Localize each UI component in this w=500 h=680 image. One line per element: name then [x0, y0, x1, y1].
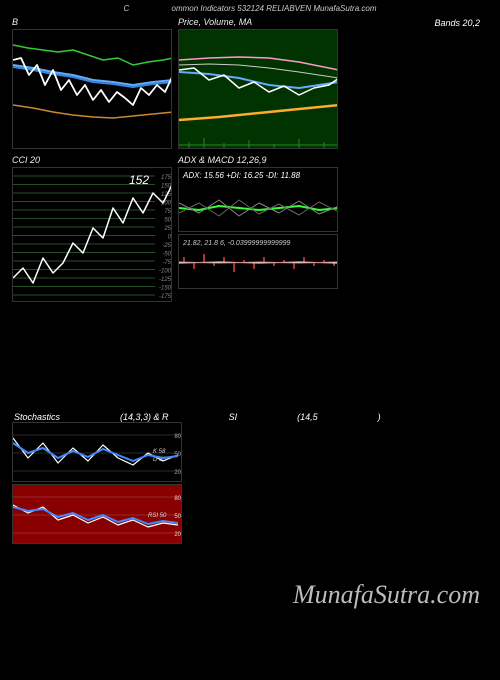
svg-text:80: 80 [174, 434, 181, 440]
ma-chart [178, 29, 338, 149]
svg-text:152: 152 [129, 173, 149, 187]
svg-text:ADX: 15.56 +DI: 16.25 -DI: 1: ADX: 15.56 +DI: 16.25 -DI: 11.88 [182, 171, 301, 180]
rsi-chart: 80 50 20 RSI 50 [12, 484, 182, 544]
stoch-header: Stochastics (14,3,3) & R SI (14,5 ) [0, 412, 500, 422]
cci-title: CCI 20 [12, 155, 172, 165]
bb-title: B [12, 17, 172, 27]
adx-macd-wrap: ADX & MACD 12,26,9 ADX: 15.56 +DI: 16.25… [178, 155, 338, 302]
svg-text:K 58: K 58 [153, 449, 166, 455]
bands-label: Bands 20,2 [434, 18, 480, 28]
svg-text:21.82, 21.8 6,: 21.82, 21.8 6, -0.03999999999999 [182, 240, 291, 247]
cci-panel-wrap: CCI 20 1751501251007550250-25-50-75-100-… [12, 155, 172, 302]
svg-text:0: 0 [168, 235, 172, 241]
svg-text:RSI 50: RSI 50 [148, 513, 167, 519]
page-header: C ommon Indicators 532124 RELIABVEN Muna… [0, 0, 500, 17]
svg-text:-100: -100 [159, 269, 172, 275]
adx-chart: ADX: 15.56 +DI: 16.25 -DI: 11.88 [178, 167, 338, 232]
ma-title-text: Price, Volume, MA [178, 17, 252, 27]
svg-text:50: 50 [174, 514, 181, 520]
svg-text:-125: -125 [159, 277, 172, 283]
ma-title: Price, Volume, MA [178, 17, 338, 27]
svg-text:-150: -150 [159, 286, 172, 292]
svg-text:-175: -175 [159, 294, 172, 300]
bb-chart [12, 29, 172, 149]
stoch-label-2: (14,3,3) & R [120, 412, 169, 422]
svg-text:-50: -50 [162, 252, 171, 258]
svg-text:50: 50 [164, 218, 171, 224]
svg-text:20: 20 [174, 470, 181, 476]
svg-text:20: 20 [174, 532, 181, 538]
stoch-chart: 805020K 58D 50 [12, 422, 182, 482]
svg-text:75: 75 [164, 209, 171, 215]
svg-text:-75: -75 [162, 260, 171, 266]
bb-panel-wrap: B [12, 17, 172, 149]
cci-chart: 1751501251007550250-25-50-75-100-125-150… [12, 167, 172, 302]
adx-title: ADX & MACD 12,26,9 [178, 155, 338, 165]
stoch-label-5: ) [378, 412, 381, 422]
header-text: ommon Indicators 532124 RELIABVEN Munafa… [172, 4, 377, 13]
macd-chart: 21.82, 21.8 6, -0.03999999999999 [178, 234, 338, 289]
ma-panel-wrap: Price, Volume, MA [178, 17, 338, 149]
stoch-label-4: (14,5 [297, 412, 318, 422]
row-2: CCI 20 1751501251007550250-25-50-75-100-… [0, 155, 500, 302]
svg-text:175: 175 [161, 175, 172, 181]
svg-text:-25: -25 [162, 243, 171, 249]
stoch-label-1: Stochastics [14, 412, 60, 422]
svg-text:80: 80 [174, 496, 181, 502]
row-1: B Price, Volume, MA [0, 17, 500, 149]
stoch-label-3: SI [229, 412, 238, 422]
header-prefix: C [123, 4, 129, 13]
row-3: 805020K 58D 50 805020RSI 50 [0, 422, 500, 544]
watermark: MunafaSutra.com [293, 580, 480, 610]
svg-text:25: 25 [163, 226, 171, 232]
